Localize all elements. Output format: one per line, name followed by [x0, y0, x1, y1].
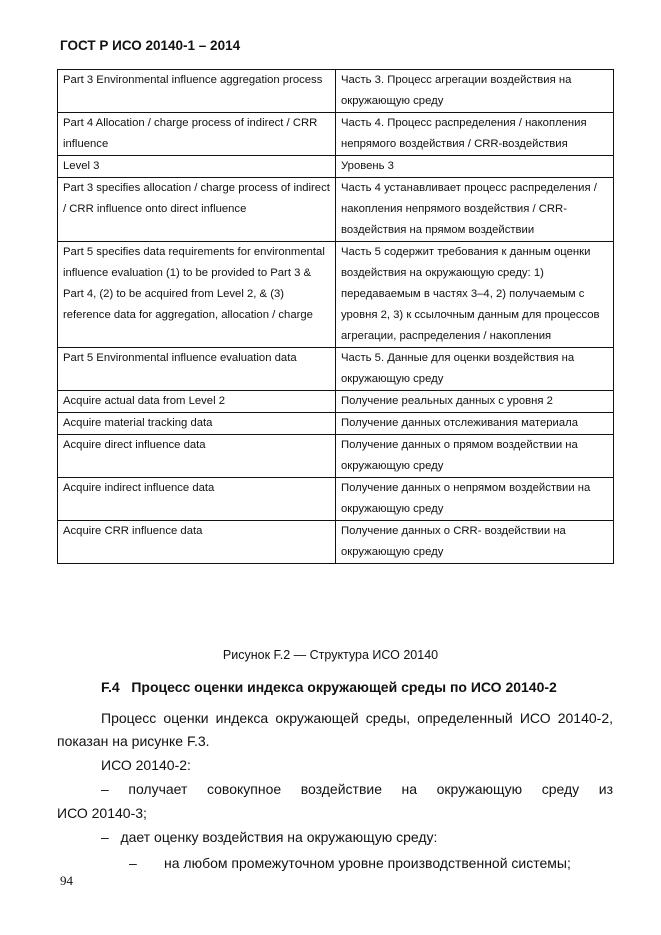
- paragraph-line: Процесс оценки индекса окружающей среды,…: [101, 710, 613, 726]
- paragraph-line: показан на рисунке F.3.: [57, 733, 210, 749]
- table-row: Acquire material tracking data Получение …: [57, 412, 614, 435]
- cell-english: Acquire CRR influence data: [57, 520, 336, 564]
- table-row: Part 3 specifies allocation / charge pro…: [57, 177, 614, 242]
- cell-russian: Часть 4. Процесс распределения / накопле…: [335, 112, 614, 156]
- list-item: – дает оценку воздействия на окружающую …: [101, 829, 438, 845]
- cell-english: Acquire actual data from Level 2: [57, 390, 336, 413]
- cell-russian: Часть 5. Данные для оценки воздействия н…: [335, 347, 614, 391]
- list-item-line: – получает совокупное воздействие на окр…: [101, 781, 613, 797]
- cell-russian: Получение данных отслеживания материала: [335, 412, 614, 435]
- table-row: Acquire direct influence data Получение д…: [57, 434, 614, 478]
- document-header: ГОСТ Р ИСО 20140-1 – 2014: [60, 38, 241, 53]
- cell-russian: Получение данных о CRR- воздействии на о…: [335, 520, 614, 564]
- table-row: Part 3 Environmental influence aggregati…: [57, 69, 614, 113]
- cell-english: Part 3 specifies allocation / charge pro…: [57, 177, 336, 242]
- table-row: Acquire CRR influence data Получение данн…: [57, 520, 614, 564]
- paragraph: ИСО 20140-2:: [101, 757, 191, 773]
- cell-english: Acquire indirect influence data: [57, 477, 336, 521]
- table-row: Part 5 Environmental influence evaluatio…: [57, 347, 614, 391]
- cell-russian: Часть 3. Процесс агрегации воздействия н…: [335, 69, 614, 113]
- structure-table: Part 3 Environmental influence aggregati…: [57, 69, 614, 564]
- cell-russian: Часть 5 содержит требования к данным оце…: [335, 241, 614, 348]
- cell-english: Part 5 specifies data requirements for e…: [57, 241, 336, 348]
- table-row: Acquire actual data from Level 2 Получени…: [57, 390, 614, 413]
- table-row: Part 4 Allocation / charge process of in…: [57, 112, 614, 156]
- cell-english: Part 3 Environmental influence aggregati…: [57, 69, 336, 113]
- figure-caption: Рисунок F.2 — Структура ИСО 20140: [222, 648, 439, 662]
- table-row: Acquire indirect influence data Получение…: [57, 477, 614, 521]
- page-number: 94: [60, 873, 73, 888]
- cell-english: Part 5 Environmental influence evaluatio…: [57, 347, 336, 391]
- cell-russian: Получение данных о непрямом воздействии …: [335, 477, 614, 521]
- cell-english: Acquire material tracking data: [57, 412, 336, 435]
- cell-english: Acquire direct influence data: [57, 434, 336, 478]
- table-row: Part 5 specifies data requirements for e…: [57, 241, 614, 348]
- list-item-line: ИСО 20140-3;: [57, 805, 147, 821]
- cell-english: Part 4 Allocation / charge process of in…: [57, 112, 336, 156]
- section-heading: F.4 Процесс оценки индекса окружающей ср…: [101, 679, 557, 695]
- cell-russian: Часть 4 устанавливает процесс распределе…: [335, 177, 614, 242]
- cell-russian: Получение реальных данных с уровня 2: [335, 390, 614, 413]
- table-row: Level 3 Уровень 3: [57, 155, 614, 178]
- sub-list-item: – на любом промежуточном уровне производ…: [129, 855, 571, 871]
- cell-english: Level 3: [57, 155, 336, 178]
- cell-russian: Уровень 3: [335, 155, 614, 178]
- cell-russian: Получение данных о прямом воздействии на…: [335, 434, 614, 478]
